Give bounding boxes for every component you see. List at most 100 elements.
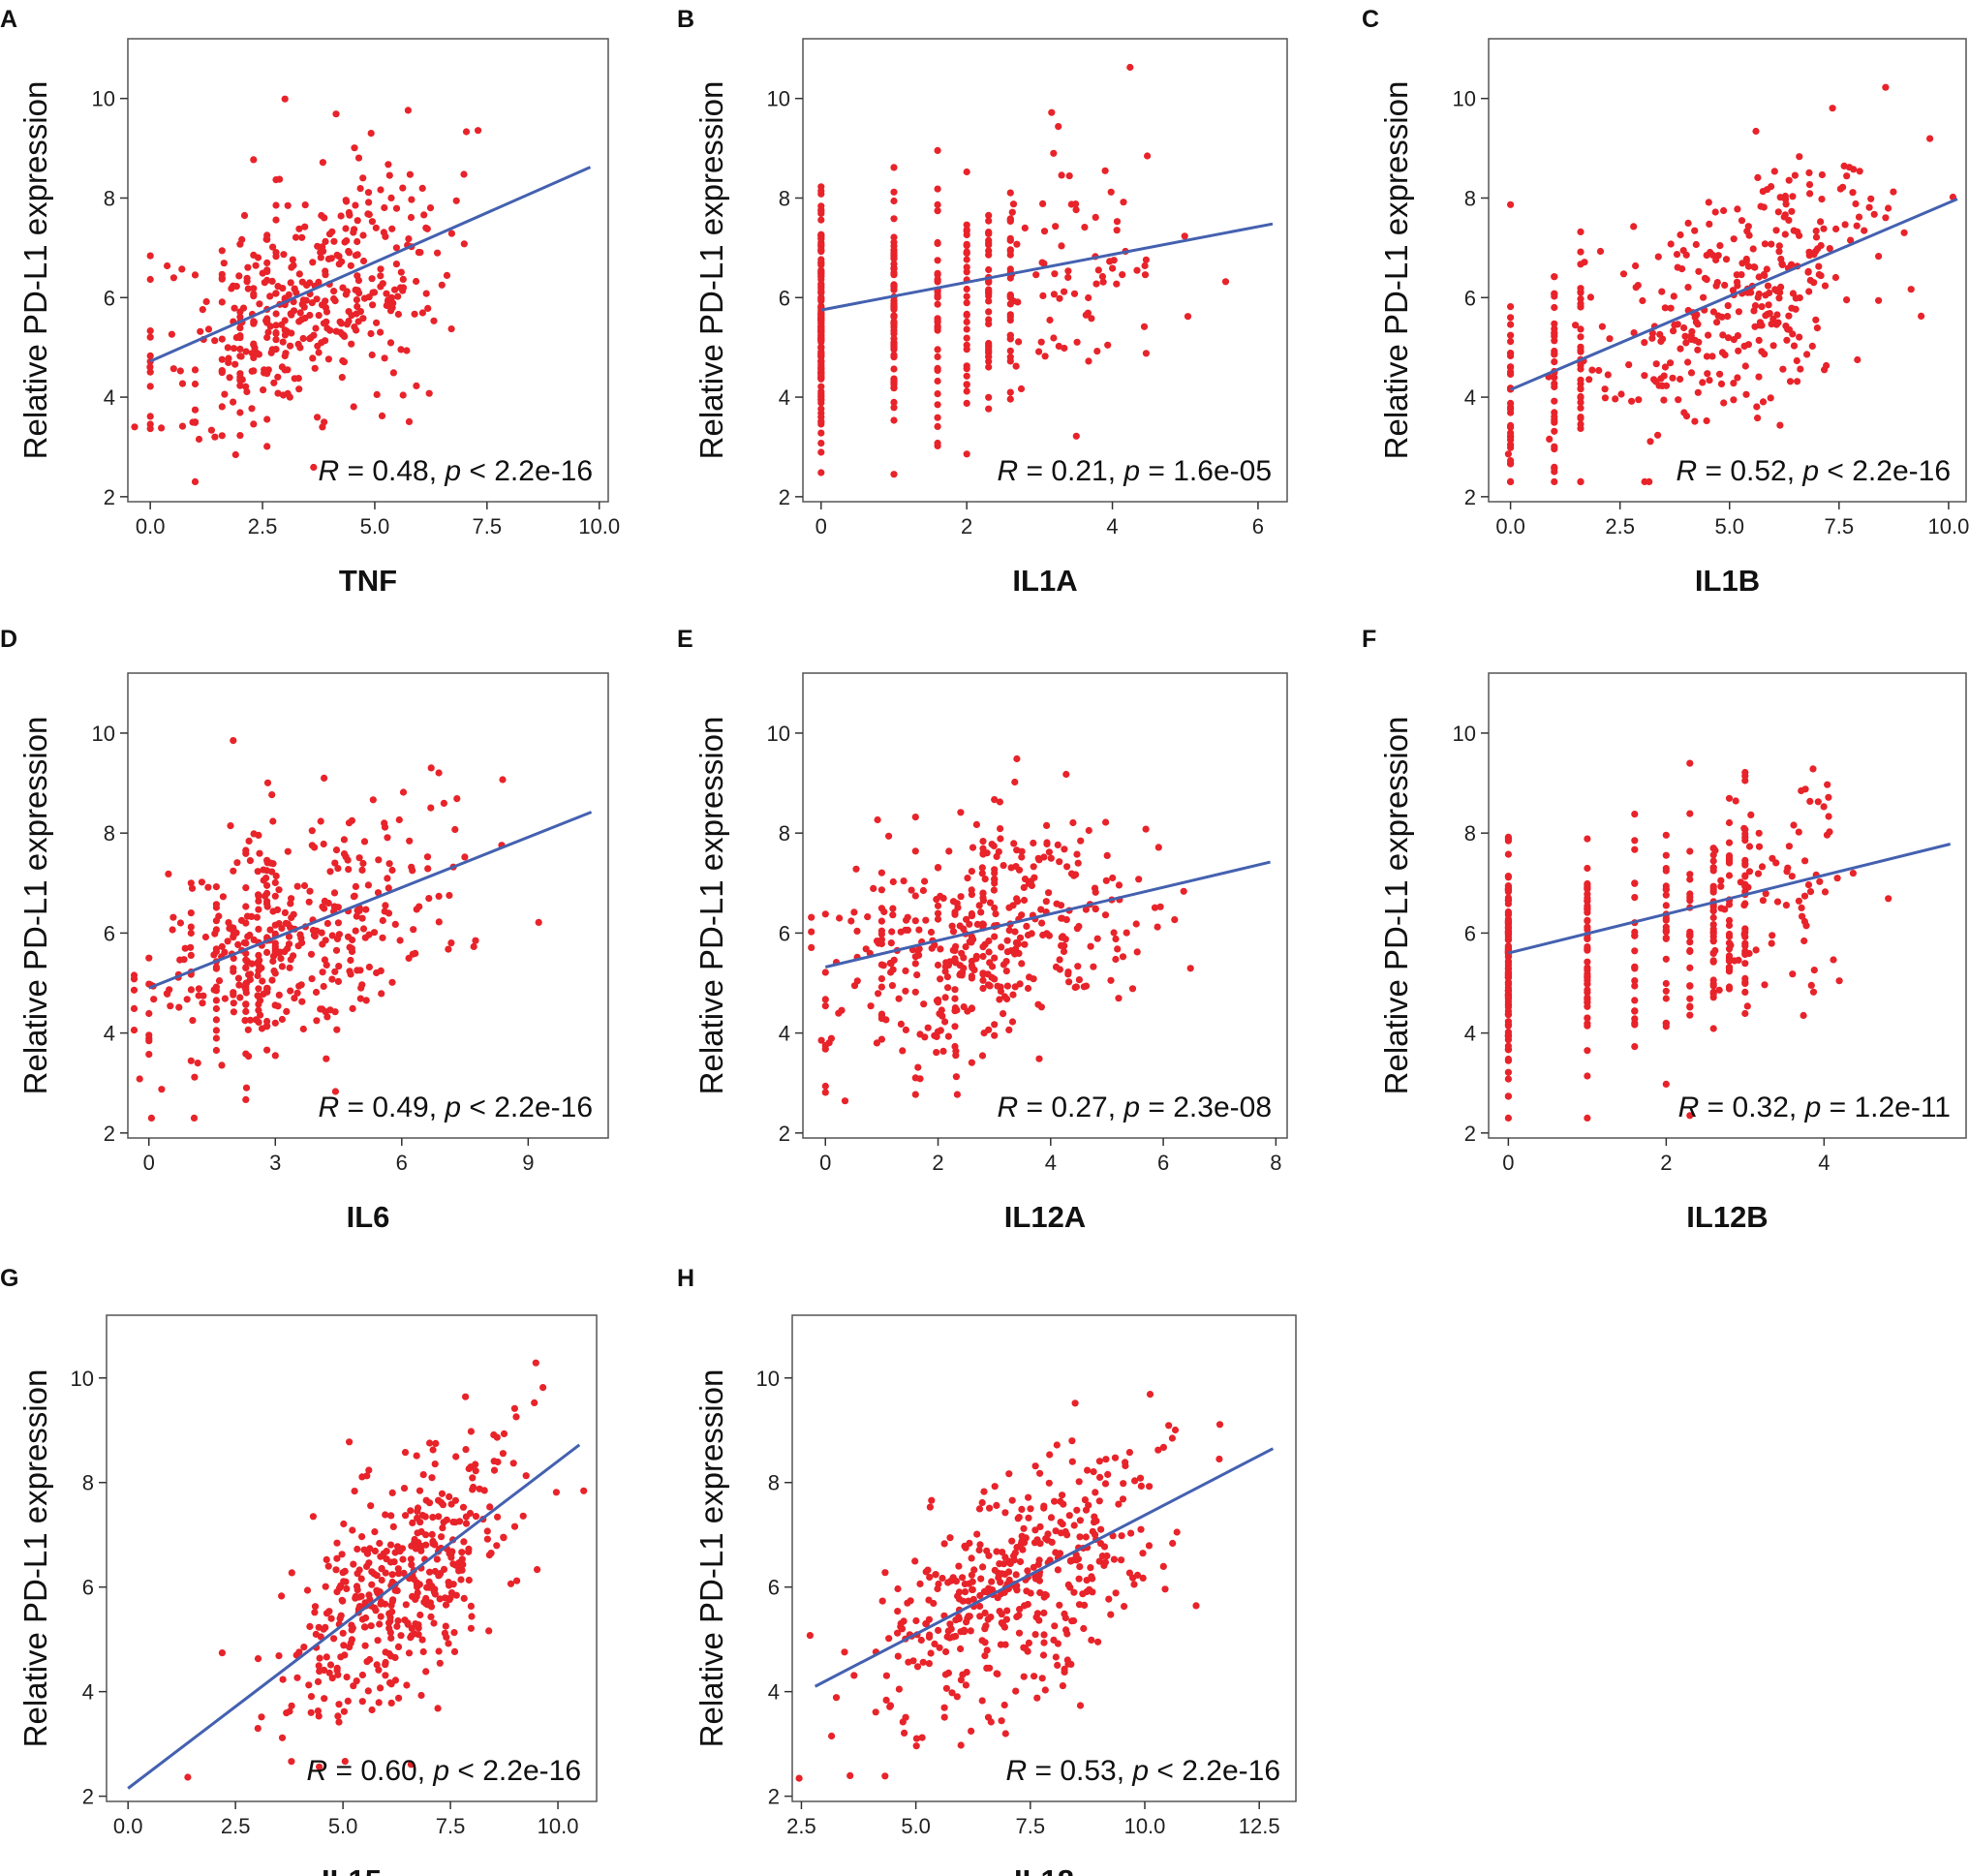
data-point [1734, 332, 1741, 340]
data-point [187, 1057, 195, 1064]
data-point [169, 913, 177, 921]
data-point [1551, 328, 1558, 337]
data-point [1504, 1068, 1512, 1076]
data-point [1577, 414, 1584, 421]
data-point [256, 300, 263, 308]
data-point [1625, 361, 1633, 369]
data-point [1684, 219, 1692, 227]
data-point [994, 982, 1001, 990]
x-tick-label: 5.0 [360, 514, 390, 538]
data-point [1070, 1522, 1078, 1529]
data-point [1035, 1055, 1043, 1062]
data-point [323, 1055, 330, 1062]
data-point [964, 875, 971, 882]
data-point [1056, 966, 1063, 973]
data-point [1504, 1092, 1512, 1100]
data-point [1861, 227, 1868, 234]
data-point [263, 333, 271, 341]
data-point [1144, 152, 1152, 160]
data-point [368, 218, 376, 226]
data-point [278, 1592, 286, 1600]
data-point [320, 1625, 327, 1633]
data-point [1064, 1660, 1072, 1668]
data-point [396, 1548, 404, 1555]
data-point [980, 1030, 988, 1037]
data-point [392, 244, 400, 252]
data-point [1123, 929, 1130, 937]
data-point [1154, 1446, 1162, 1454]
data-point [1806, 190, 1814, 198]
data-point [1686, 947, 1694, 956]
data-point [242, 348, 250, 355]
data-point [1704, 370, 1711, 378]
data-point [963, 311, 970, 319]
data-point [178, 422, 187, 430]
data-point [158, 1086, 166, 1093]
data-point [283, 1709, 291, 1717]
data-point [828, 1732, 836, 1740]
data-point [1815, 262, 1823, 270]
data-point [1810, 967, 1818, 974]
data-point [1882, 214, 1890, 222]
data-point [275, 1652, 283, 1660]
data-point [916, 1580, 924, 1587]
data-point [236, 308, 244, 316]
data-point [272, 328, 280, 337]
data-point [821, 910, 829, 918]
data-point [1725, 859, 1734, 867]
data-point [1804, 268, 1812, 276]
data-point [351, 323, 358, 331]
data-point [340, 1520, 348, 1528]
data-point [271, 1019, 279, 1027]
data-point [1043, 930, 1051, 938]
y-tick-label: 10 [1453, 87, 1476, 111]
data-point [1789, 970, 1797, 978]
data-point [1601, 394, 1609, 402]
x-tick-label: 0 [819, 1151, 831, 1175]
data-point [1688, 327, 1696, 335]
data-point [937, 975, 944, 983]
data-point [1137, 1525, 1145, 1533]
data-point [531, 1399, 538, 1406]
data-point [236, 382, 244, 389]
data-point [1612, 395, 1619, 403]
data-point [409, 1519, 416, 1526]
data-point [900, 1617, 908, 1625]
data-point [916, 1030, 924, 1038]
data-point [522, 1472, 530, 1480]
data-point [963, 292, 970, 300]
data-point [922, 1568, 930, 1576]
x-tick-label: 6 [396, 1151, 408, 1175]
data-point [1786, 378, 1795, 385]
x-tick-label: 8 [1270, 1151, 1281, 1175]
data-point [402, 1601, 410, 1609]
data-point [1584, 923, 1591, 931]
data-point [991, 876, 999, 883]
y-tick-label: 10 [71, 1367, 94, 1391]
data-point [817, 414, 825, 421]
data-point [415, 903, 423, 910]
data-point [1825, 813, 1832, 820]
data-point [1169, 1539, 1177, 1548]
data-point [821, 1002, 829, 1010]
data-point [1058, 171, 1065, 179]
correlation-annotation: R = 0.52, p < 2.2e-16 [1676, 455, 1951, 487]
y-tick-label: 4 [1464, 1022, 1476, 1046]
data-point [934, 353, 941, 360]
data-point [404, 107, 412, 114]
data-point [1095, 1557, 1103, 1565]
data-point [877, 1035, 886, 1043]
data-point [354, 237, 361, 246]
data-point [309, 354, 317, 362]
data-point [1577, 376, 1584, 384]
data-point [888, 928, 896, 936]
plot-frame [127, 672, 609, 1139]
data-point [263, 415, 271, 423]
data-point [230, 867, 237, 875]
data-point [911, 917, 919, 925]
data-point [1918, 312, 1925, 320]
data-point [912, 1735, 921, 1742]
data-point [1709, 930, 1717, 938]
data-point [1720, 399, 1728, 407]
